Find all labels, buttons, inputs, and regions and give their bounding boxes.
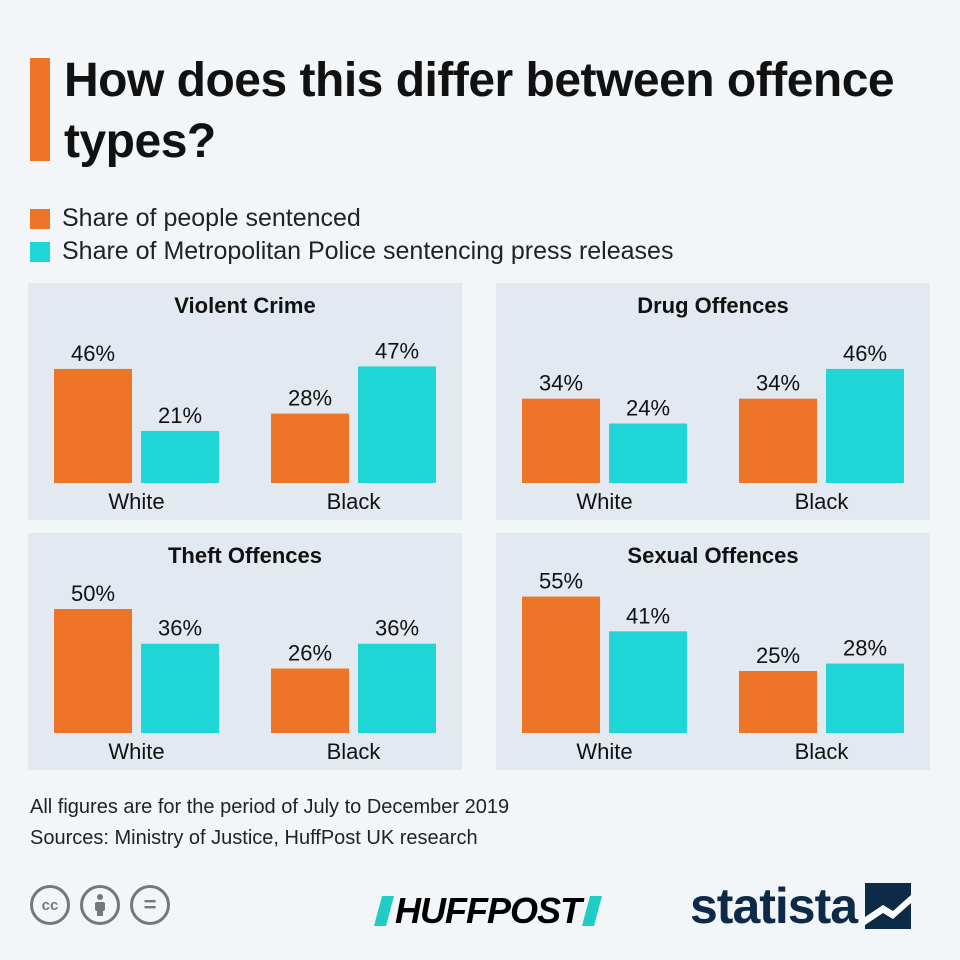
bar-violent-crime-black-sentenced: [271, 413, 349, 483]
data-label-sexual-offences-white-press-releases: 41%: [626, 603, 670, 628]
data-label-violent-crime-white-sentenced: 46%: [71, 341, 115, 366]
footnote-sources: Sources: Ministry of Justice, HuffPost U…: [30, 827, 478, 849]
data-label-violent-crime-white-press-releases: 21%: [158, 403, 202, 428]
bar-theft-offences-white-sentenced: [54, 609, 132, 733]
license-icons: cc =: [30, 885, 170, 925]
no-derivatives-icon[interactable]: =: [130, 885, 170, 925]
bar-chart-violent-crime: Violent Crime 46% 21% White 28% 47% Black: [54, 293, 436, 514]
bar-drug-offences-white-sentenced: [522, 398, 600, 483]
panel-title-theft-offences: Theft Offences: [168, 543, 322, 568]
data-label-theft-offences-white-press-releases: 36%: [158, 616, 202, 641]
panel-theft-offences: Theft Offences 50% 36% White 26% 36% Black: [28, 533, 462, 770]
bar-sexual-offences-black-press-releases: [826, 663, 904, 733]
legend-item-press-releases: Share of Metropolitan Police sentencing …: [30, 235, 673, 268]
data-label-theft-offences-black-press-releases: 36%: [375, 616, 419, 641]
huffpost-logo-text: HUFFPOST: [395, 890, 582, 931]
bar-sexual-offences-white-press-releases: [609, 631, 687, 733]
statista-logo[interactable]: statista: [690, 876, 912, 936]
data-label-violent-crime-black-press-releases: 47%: [375, 338, 419, 363]
bar-chart-sexual-offences: Sexual Offences 55% 41% White 25% 28% Black: [522, 543, 904, 764]
legend-label-press-releases: Share of Metropolitan Police sentencing …: [62, 237, 674, 265]
attribution-icon[interactable]: [80, 885, 120, 925]
footnote: All figures are for the period of July t…: [30, 792, 509, 854]
bar-theft-offences-white-press-releases: [141, 643, 219, 733]
category-label-drug-offences-black: Black: [795, 489, 850, 514]
statista-logo-text: statista: [690, 878, 858, 934]
panel-sexual-offences: Sexual Offences 55% 41% White 25% 28% Black: [496, 533, 930, 770]
statista-logo-mark-icon: [865, 883, 912, 929]
category-label-violent-crime-black: Black: [327, 489, 382, 514]
bar-violent-crime-white-press-releases: [141, 430, 219, 483]
panel-title-drug-offences: Drug Offences: [637, 293, 789, 318]
legend-swatch-sentenced: [30, 208, 50, 229]
data-label-drug-offences-black-press-releases: 46%: [843, 341, 887, 366]
bar-drug-offences-white-press-releases: [609, 423, 687, 483]
bar-violent-crime-white-sentenced: [54, 368, 132, 483]
data-label-violent-crime-black-sentenced: 28%: [288, 386, 332, 411]
data-label-sexual-offences-black-press-releases: 28%: [843, 636, 887, 661]
creative-commons-icon[interactable]: cc: [30, 885, 70, 925]
legend-swatch-press-releases: [30, 241, 50, 262]
data-label-sexual-offences-white-sentenced: 55%: [539, 569, 583, 594]
bar-sexual-offences-white-sentenced: [522, 596, 600, 733]
title-accent-bar: [30, 58, 50, 161]
category-label-drug-offences-white: White: [576, 489, 632, 514]
legend: Share of people sentenced Share of Metro…: [30, 202, 673, 268]
category-label-violent-crime-white: White: [108, 489, 164, 514]
category-label-theft-offences-black: Black: [327, 739, 382, 764]
panel-title-sexual-offences: Sexual Offences: [627, 543, 798, 568]
bar-chart-drug-offences: Drug Offences 34% 24% White 34% 46% Black: [522, 293, 904, 514]
bar-theft-offences-black-sentenced: [271, 668, 349, 733]
data-label-drug-offences-black-sentenced: 34%: [756, 371, 800, 396]
category-label-theft-offences-white: White: [108, 739, 164, 764]
bar-violent-crime-black-press-releases: [358, 366, 436, 483]
legend-label-sentenced: Share of people sentenced: [62, 204, 361, 232]
bar-drug-offences-black-sentenced: [739, 398, 817, 483]
huffpost-logo-stripe-right: [581, 896, 603, 926]
huffpost-logo-stripe-left: [373, 896, 395, 926]
panel-violent-crime: Violent Crime 46% 21% White 28% 47% Black: [28, 283, 462, 520]
panel-drug-offences: Drug Offences 34% 24% White 34% 46% Black: [496, 283, 930, 520]
data-label-theft-offences-black-sentenced: 26%: [288, 641, 332, 666]
bar-drug-offences-black-press-releases: [826, 368, 904, 483]
huffpost-logo[interactable]: HUFFPOST: [373, 890, 603, 931]
bar-sexual-offences-black-sentenced: [739, 671, 817, 733]
data-label-drug-offences-white-press-releases: 24%: [626, 395, 670, 420]
category-label-sexual-offences-black: Black: [795, 739, 850, 764]
panel-title-violent-crime: Violent Crime: [174, 293, 315, 318]
data-label-theft-offences-white-sentenced: 50%: [71, 581, 115, 606]
chart-title: How does this differ between offence typ…: [64, 54, 895, 168]
legend-item-sentenced: Share of people sentenced: [30, 202, 673, 235]
bar-chart-theft-offences: Theft Offences 50% 36% White 26% 36% Black: [54, 543, 436, 764]
bar-theft-offences-black-press-releases: [358, 643, 436, 733]
data-label-drug-offences-white-sentenced: 34%: [539, 371, 583, 396]
data-label-sexual-offences-black-sentenced: 25%: [756, 643, 800, 668]
footnote-period: All figures are for the period of July t…: [30, 796, 510, 818]
category-label-sexual-offences-white: White: [576, 739, 632, 764]
